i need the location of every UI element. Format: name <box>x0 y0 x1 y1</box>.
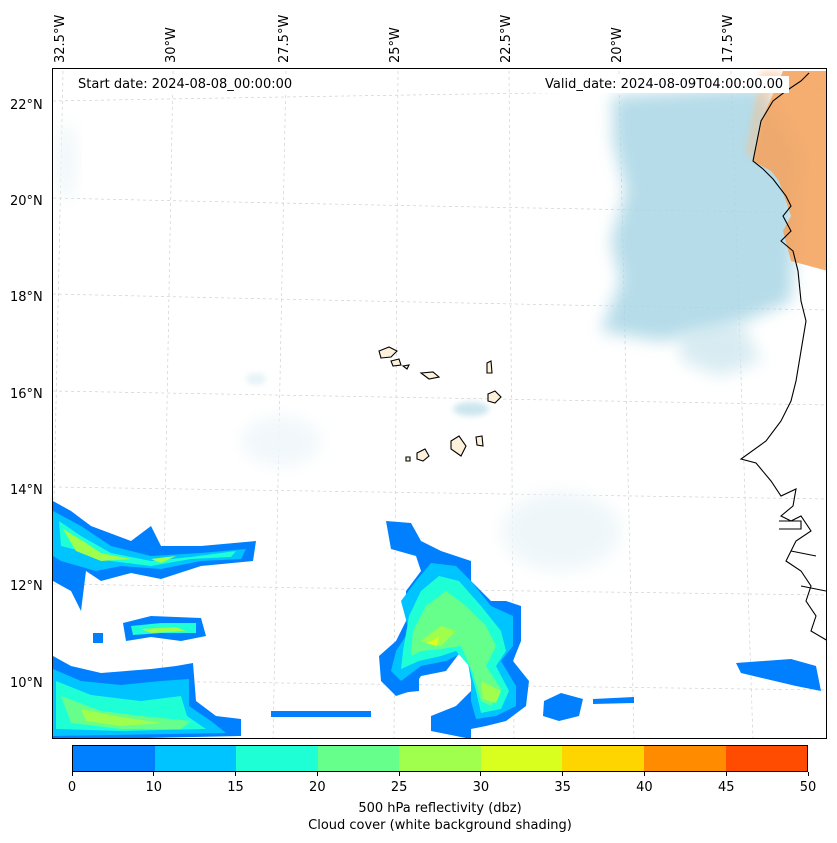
colorbar-tick-label: 35 <box>554 780 571 795</box>
colorbar-tick <box>643 772 645 776</box>
colorbar-tick-label: 50 <box>799 780 817 795</box>
colorbar-tick <box>480 772 482 776</box>
colorbar-tick <box>807 772 809 776</box>
colorbar-tick <box>398 772 400 776</box>
coastline <box>739 72 826 641</box>
map-canvas <box>53 70 826 738</box>
colorbar-segment-3 <box>317 746 400 771</box>
cloud-cover-layer <box>56 86 801 571</box>
colorbar-tick-label: 10 <box>145 780 163 795</box>
colorbar-tick-label: 45 <box>717 780 735 795</box>
lon-label-25w: 25°W <box>388 27 403 63</box>
lon-label-17-5w: 17.5°W <box>721 14 736 63</box>
colorbar-tick <box>316 772 318 776</box>
colorbar-tick-label: 30 <box>472 780 490 795</box>
colorbar-segment-8 <box>725 746 808 771</box>
colorbar <box>72 745 808 772</box>
lat-label-14n: 14°N <box>10 483 43 498</box>
colorbar-segment-6 <box>562 746 644 771</box>
lon-label-32-5w: 32.5°W <box>53 14 68 63</box>
lat-label-16n: 16°N <box>10 387 43 402</box>
lon-label-20w: 20°W <box>610 27 625 63</box>
colorbar-segment-5 <box>480 746 563 771</box>
colorbar-tick <box>153 772 155 776</box>
colorbar-tick-label: 40 <box>636 780 653 795</box>
colorbar-tick-label: 25 <box>390 780 408 795</box>
land-shading <box>746 71 826 271</box>
map-panel <box>52 68 827 739</box>
colorbar-segment-7 <box>643 746 726 771</box>
colorbar-segment-4 <box>399 746 481 771</box>
colorbar-tick <box>235 772 237 776</box>
colorbar-segment-2 <box>236 746 318 771</box>
lat-label-20n: 20°N <box>10 194 43 209</box>
reflectivity-layer <box>53 501 821 738</box>
colorbar-tick-label: 15 <box>227 780 244 795</box>
lat-label-10n: 10°N <box>10 676 43 691</box>
colorbar-tick <box>725 772 727 776</box>
colorbar-tick-label: 0 <box>67 780 77 795</box>
colorbar-subtitle: Cloud cover (white background shading) <box>308 818 572 833</box>
colorbar-tick <box>562 772 564 776</box>
colorbar-title: 500 hPa reflectivity (dbz) <box>358 801 522 816</box>
start-date-label: Start date: 2024-08-08_00:00:00 <box>72 76 299 93</box>
cape-verde-islands <box>378 346 502 462</box>
colorbar-segment-0 <box>73 746 155 771</box>
colorbar-tick <box>71 772 73 776</box>
lon-label-30w: 30°W <box>164 27 179 63</box>
colorbar-segment-1 <box>154 746 237 771</box>
lat-label-12n: 12°N <box>10 579 43 594</box>
valid-date-label: Valid_date: 2024-08-09T04:00:00.00 <box>539 76 790 93</box>
lat-label-18n: 18°N <box>10 290 43 305</box>
colorbar-tick-label: 20 <box>309 780 326 795</box>
lon-label-27-5w: 27.5°W <box>277 14 292 63</box>
lon-label-22-5w: 22.5°W <box>499 14 514 63</box>
lat-label-22n: 22°N <box>10 98 43 113</box>
